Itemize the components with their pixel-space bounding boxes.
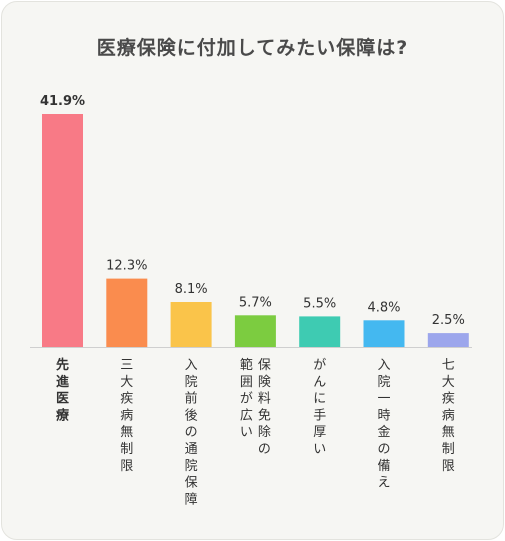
svg-text:療: 療 xyxy=(56,407,70,423)
bar-5 xyxy=(299,316,341,347)
bar-3 xyxy=(170,302,212,347)
svg-text:範: 範 xyxy=(240,358,253,373)
bar-7 xyxy=(427,333,469,347)
chart-title: 医療保険に付加してみたい保障は? xyxy=(96,37,409,59)
svg-text:先: 先 xyxy=(56,357,69,373)
svg-text:時: 時 xyxy=(377,408,390,423)
svg-text:進: 進 xyxy=(56,374,69,390)
bar-1 xyxy=(42,114,83,347)
value-label-5: 5.5% xyxy=(303,296,336,311)
svg-text:険: 険 xyxy=(258,375,271,390)
svg-text:一: 一 xyxy=(377,392,390,407)
svg-text:い: い xyxy=(240,425,253,440)
bar-6 xyxy=(363,320,405,347)
svg-text:病: 病 xyxy=(120,408,133,423)
svg-text:が: が xyxy=(313,358,326,373)
svg-text:医: 医 xyxy=(56,392,69,407)
svg-text:院: 院 xyxy=(185,375,198,390)
svg-text:保: 保 xyxy=(185,476,198,491)
bar-4 xyxy=(234,315,276,347)
svg-text:の: の xyxy=(377,442,390,457)
svg-text:入: 入 xyxy=(185,358,198,373)
svg-text:院: 院 xyxy=(377,375,390,390)
value-label-6: 4.8% xyxy=(367,300,400,315)
svg-text:疾: 疾 xyxy=(442,392,455,407)
svg-text:の: の xyxy=(185,425,198,440)
svg-text:手: 手 xyxy=(313,408,326,423)
svg-text:金: 金 xyxy=(377,424,390,440)
svg-text:え: え xyxy=(377,476,390,491)
svg-text:制: 制 xyxy=(120,442,133,457)
svg-text:に: に xyxy=(313,392,326,407)
svg-text:院: 院 xyxy=(185,459,198,474)
value-label-7: 2.5% xyxy=(432,313,465,328)
value-label-3: 8.1% xyxy=(175,282,208,297)
svg-text:疾: 疾 xyxy=(120,392,133,407)
svg-text:後: 後 xyxy=(185,408,198,423)
svg-text:病: 病 xyxy=(442,408,455,423)
svg-text:保: 保 xyxy=(258,358,271,373)
svg-text:七: 七 xyxy=(442,358,455,373)
svg-text:通: 通 xyxy=(185,442,198,457)
svg-text:無: 無 xyxy=(120,425,133,440)
svg-text:制: 制 xyxy=(442,442,455,457)
svg-text:前: 前 xyxy=(185,391,198,407)
svg-text:料: 料 xyxy=(258,392,271,407)
value-label-2: 12.3% xyxy=(106,259,147,274)
svg-text:障: 障 xyxy=(185,492,198,507)
svg-text:三: 三 xyxy=(120,358,133,373)
svg-text:い: い xyxy=(313,442,326,457)
svg-text:入: 入 xyxy=(377,358,390,373)
value-label-4: 5.7% xyxy=(239,295,272,310)
svg-text:無: 無 xyxy=(442,425,455,440)
svg-text:限: 限 xyxy=(120,459,133,474)
svg-text:大: 大 xyxy=(120,375,133,390)
svg-text:の: の xyxy=(258,442,271,457)
svg-text:囲: 囲 xyxy=(240,375,253,390)
value-label-1: 41.9% xyxy=(40,94,85,109)
svg-text:厚: 厚 xyxy=(313,425,326,440)
svg-text:限: 限 xyxy=(442,459,455,474)
bar-2 xyxy=(106,278,148,347)
svg-text:大: 大 xyxy=(442,375,455,390)
svg-text:が: が xyxy=(240,392,253,407)
svg-text:備: 備 xyxy=(377,458,390,474)
svg-text:除: 除 xyxy=(258,425,271,440)
svg-text:免: 免 xyxy=(258,408,271,423)
svg-text:広: 広 xyxy=(240,408,253,423)
svg-text:ん: ん xyxy=(313,375,326,390)
